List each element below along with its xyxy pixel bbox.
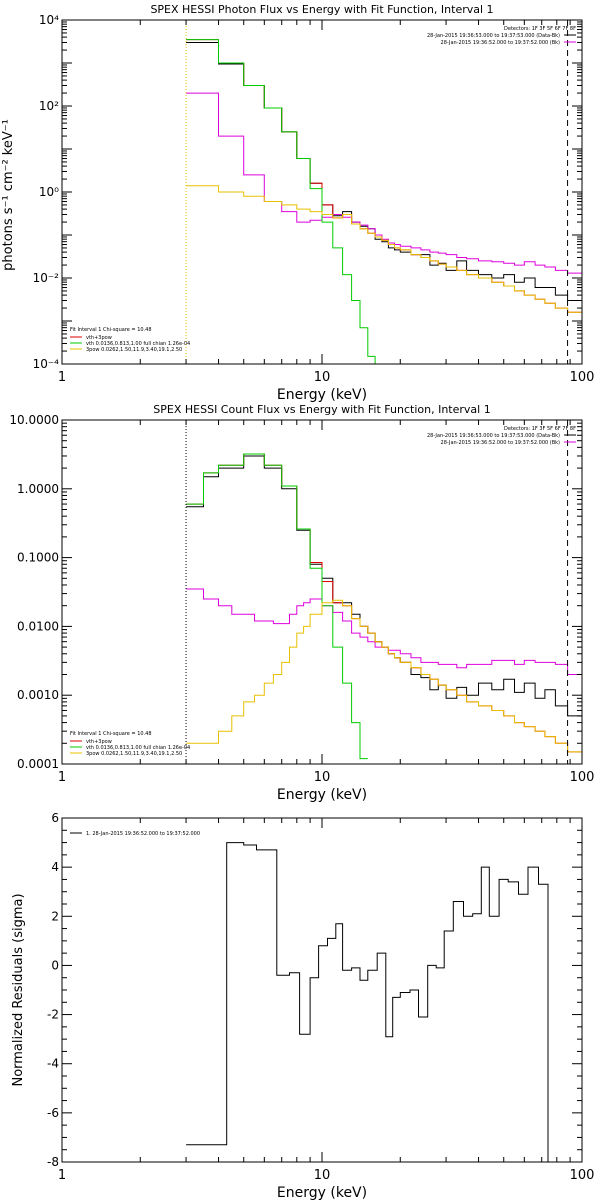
fit-header: Fit Interval 1 Chi-square = 10.48 (70, 327, 152, 333)
y-axis-label: photons s⁻¹ cm⁻² keV⁻¹ (1, 119, 16, 271)
legend-3pow: 3pow 0.0262,1.50,11.9,3.40,19.1,2.50 (86, 751, 182, 757)
series-data-bk (186, 455, 582, 717)
plot-frame (61, 817, 583, 1163)
x-tick-label: 1 (58, 1168, 66, 1183)
y-tick-label: 0.0001 (17, 757, 59, 771)
y-tick-label: 0.0010 (17, 688, 59, 702)
x-tick-label: 100 (570, 1168, 595, 1183)
legend-text: 1. 28-Jan-2015 19:36:52.000 to 19:37:52.… (86, 831, 200, 837)
series-3pow (186, 599, 582, 753)
legend-vth: vth 0.0136,0.813,1.00 full chian 1.26e-0… (86, 341, 190, 347)
count-flux-panel: SPEX HESSI Count Flux vs Energy with Fit… (9, 403, 594, 803)
y-tick-label: 2 (51, 909, 59, 923)
time-line-bk: 28-Jan-2015 19:36:52.000 to 19:37:52.000… (441, 440, 561, 446)
legend-vth: vth 0.0136,0.813,1.00 full chian 1.26e-0… (86, 745, 190, 751)
y-tick-label: -8 (47, 1155, 59, 1169)
plot-series (186, 842, 568, 1163)
y-tick-label: 1.0000 (17, 482, 59, 496)
x-axis-label: Energy (keV) (277, 1185, 367, 1200)
detectors-text: Detectors: 1F 3F 5F 6F 7F 8F (504, 26, 576, 32)
y-tick-label: 0.0100 (17, 619, 59, 633)
time-line-bk: 28-Jan-2015 19:36:52.000 to 19:37:52.000… (441, 40, 561, 46)
y-ticks: 0.0001 0.0010 0.0100 0.1000 1.0000 10.0000 (9, 413, 582, 771)
y-tick-label: 0 (51, 958, 59, 972)
photon-flux-panel: SPEX HESSI Photon Flux vs Energy with Fi… (1, 3, 594, 403)
x-tick-label: 100 (570, 770, 595, 785)
residuals-panel: 1 10 100 -8 -6 -4 -2 0 2 4 6 Energy (keV) Normali… (11, 811, 594, 1200)
x-axis-label: Energy (keV) (277, 387, 367, 403)
fit-header: Fit Interval 1 Chi-square = 10.48 (70, 731, 152, 737)
x-tick-label: 10 (314, 370, 331, 385)
y-tick-label: 10⁴ (39, 13, 59, 27)
legend-3pow: 3pow 0.0262,1.50,11.9,3.40,19.1,2.50 (86, 347, 182, 353)
series-vth-3pow (186, 39, 582, 313)
y-tick-label: 4 (51, 860, 59, 874)
legend-total: vth+3pow (86, 739, 112, 745)
series-bk (186, 588, 582, 675)
time-line-data: 28-Jan-2015 19:36:53.000 to 19:37:53.000… (427, 33, 560, 39)
series-bk (186, 92, 582, 274)
series-vth-3pow (186, 453, 582, 753)
chart-title: SPEX HESSI Photon Flux vs Energy with Fi… (150, 3, 493, 16)
x-ticks: 1 10 100 (58, 420, 595, 785)
x-tick-label: 10 (314, 1168, 331, 1183)
series-1-28-jan-2015-19-36-52-000-to-19-37-52-000 (186, 842, 568, 1163)
x-ticks: 1 10 100 (58, 20, 595, 385)
y-tick-label: 10.0000 (9, 413, 59, 427)
chart-title: SPEX HESSI Count Flux vs Energy with Fit… (153, 403, 490, 416)
time-line-data: 28-Jan-2015 19:36:53.000 to 19:37:53.000… (427, 433, 560, 439)
y-tick-label: 6 (51, 811, 59, 825)
detectors-text: Detectors: 1F 3F 5F 6F 7F 8F (504, 426, 576, 432)
x-axis-label: Energy (keV) (277, 787, 367, 803)
x-ticks: 1 10 100 (58, 818, 595, 1183)
x-tick-label: 10 (314, 770, 331, 785)
series-data-bk (186, 42, 582, 301)
y-tick-label: -2 (47, 1008, 59, 1022)
y-tick-label: 10⁰ (39, 185, 59, 199)
y-axis-label: Normalized Residuals (sigma) (11, 893, 26, 1086)
plot-series (186, 453, 582, 760)
plot-series (186, 39, 582, 365)
series-3pow (186, 185, 582, 313)
y-tick-label: 10² (39, 99, 59, 113)
x-tick-label: 100 (570, 370, 595, 385)
y-tick-label: 10⁻² (33, 271, 60, 285)
y-ticks: 10⁻⁴ 10⁻² 10⁰ 10² 10⁴ (33, 13, 582, 371)
series-vth (186, 453, 368, 760)
x-tick-label: 1 (58, 770, 66, 785)
y-tick-label: -6 (47, 1106, 59, 1120)
y-ticks: -8 -6 -4 -2 0 2 4 6 (47, 811, 582, 1169)
legend-total: vth+3pow (86, 335, 112, 341)
y-tick-label: 0.1000 (17, 551, 59, 565)
x-tick-label: 1 (58, 370, 66, 385)
y-tick-label: -4 (47, 1057, 59, 1071)
y-tick-label: 10⁻⁴ (33, 357, 60, 371)
series-vth (186, 39, 382, 365)
